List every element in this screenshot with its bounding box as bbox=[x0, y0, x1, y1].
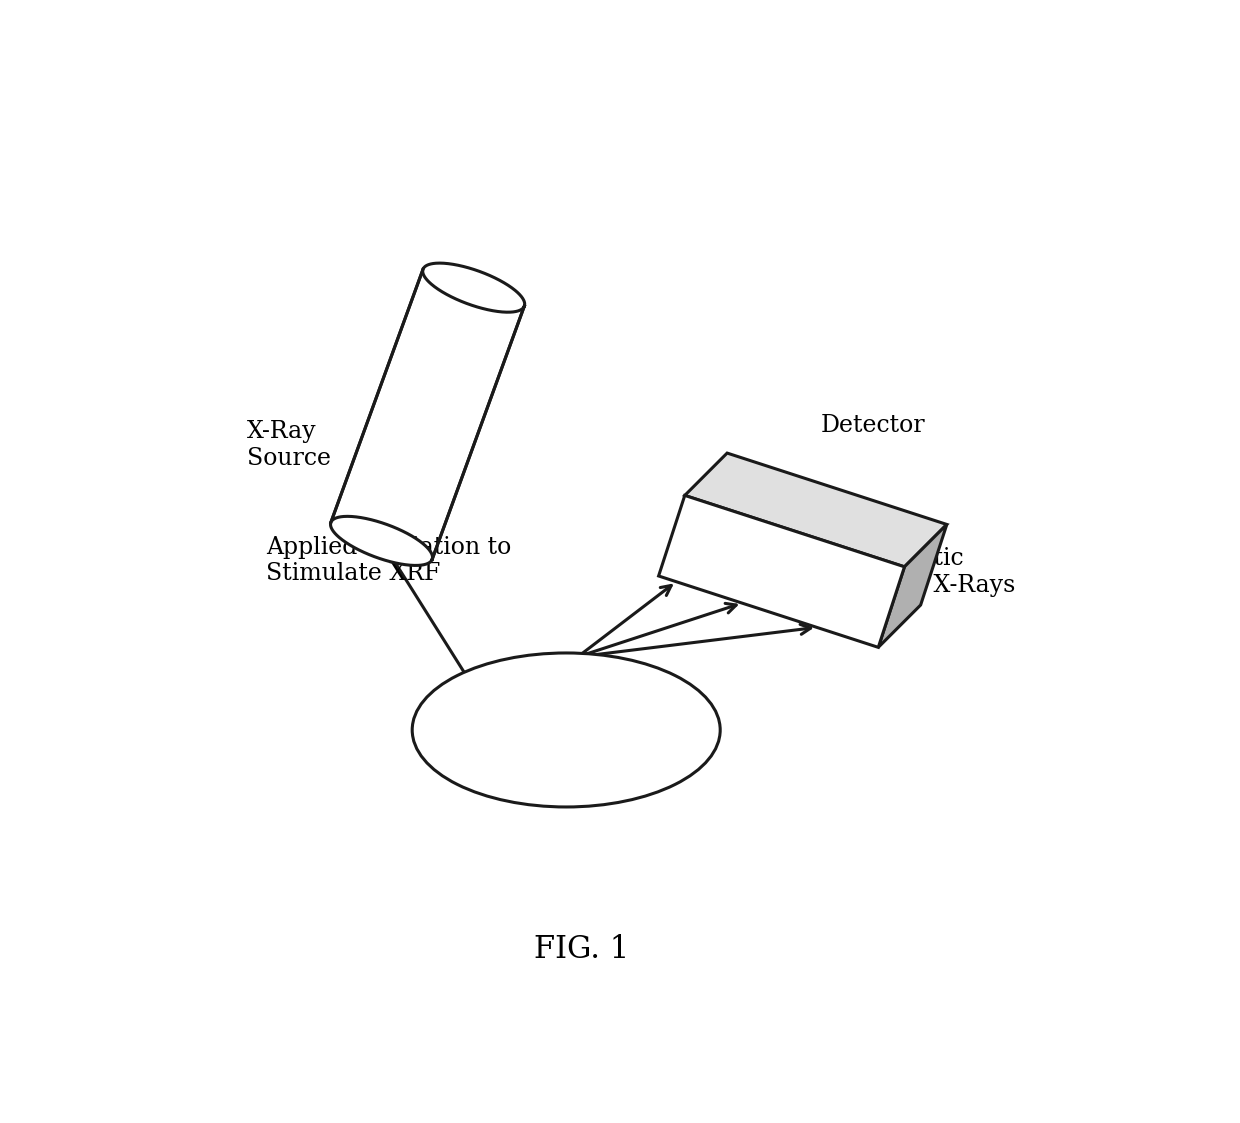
Ellipse shape bbox=[412, 652, 720, 807]
Text: Characteristic
Fluoresced X-Rays: Characteristic Fluoresced X-Rays bbox=[794, 547, 1016, 597]
Polygon shape bbox=[331, 270, 525, 559]
Polygon shape bbox=[684, 453, 947, 567]
Polygon shape bbox=[658, 495, 904, 647]
Polygon shape bbox=[878, 524, 947, 647]
Text: X-Ray
Source: X-Ray Source bbox=[247, 420, 331, 469]
Text: Sample: Sample bbox=[522, 719, 611, 741]
Polygon shape bbox=[423, 263, 525, 312]
Text: Applied Radiation to
Stimulate XRF: Applied Radiation to Stimulate XRF bbox=[265, 536, 511, 585]
Text: Detector: Detector bbox=[821, 414, 925, 437]
Text: FIG. 1: FIG. 1 bbox=[534, 934, 629, 965]
Polygon shape bbox=[331, 517, 433, 566]
